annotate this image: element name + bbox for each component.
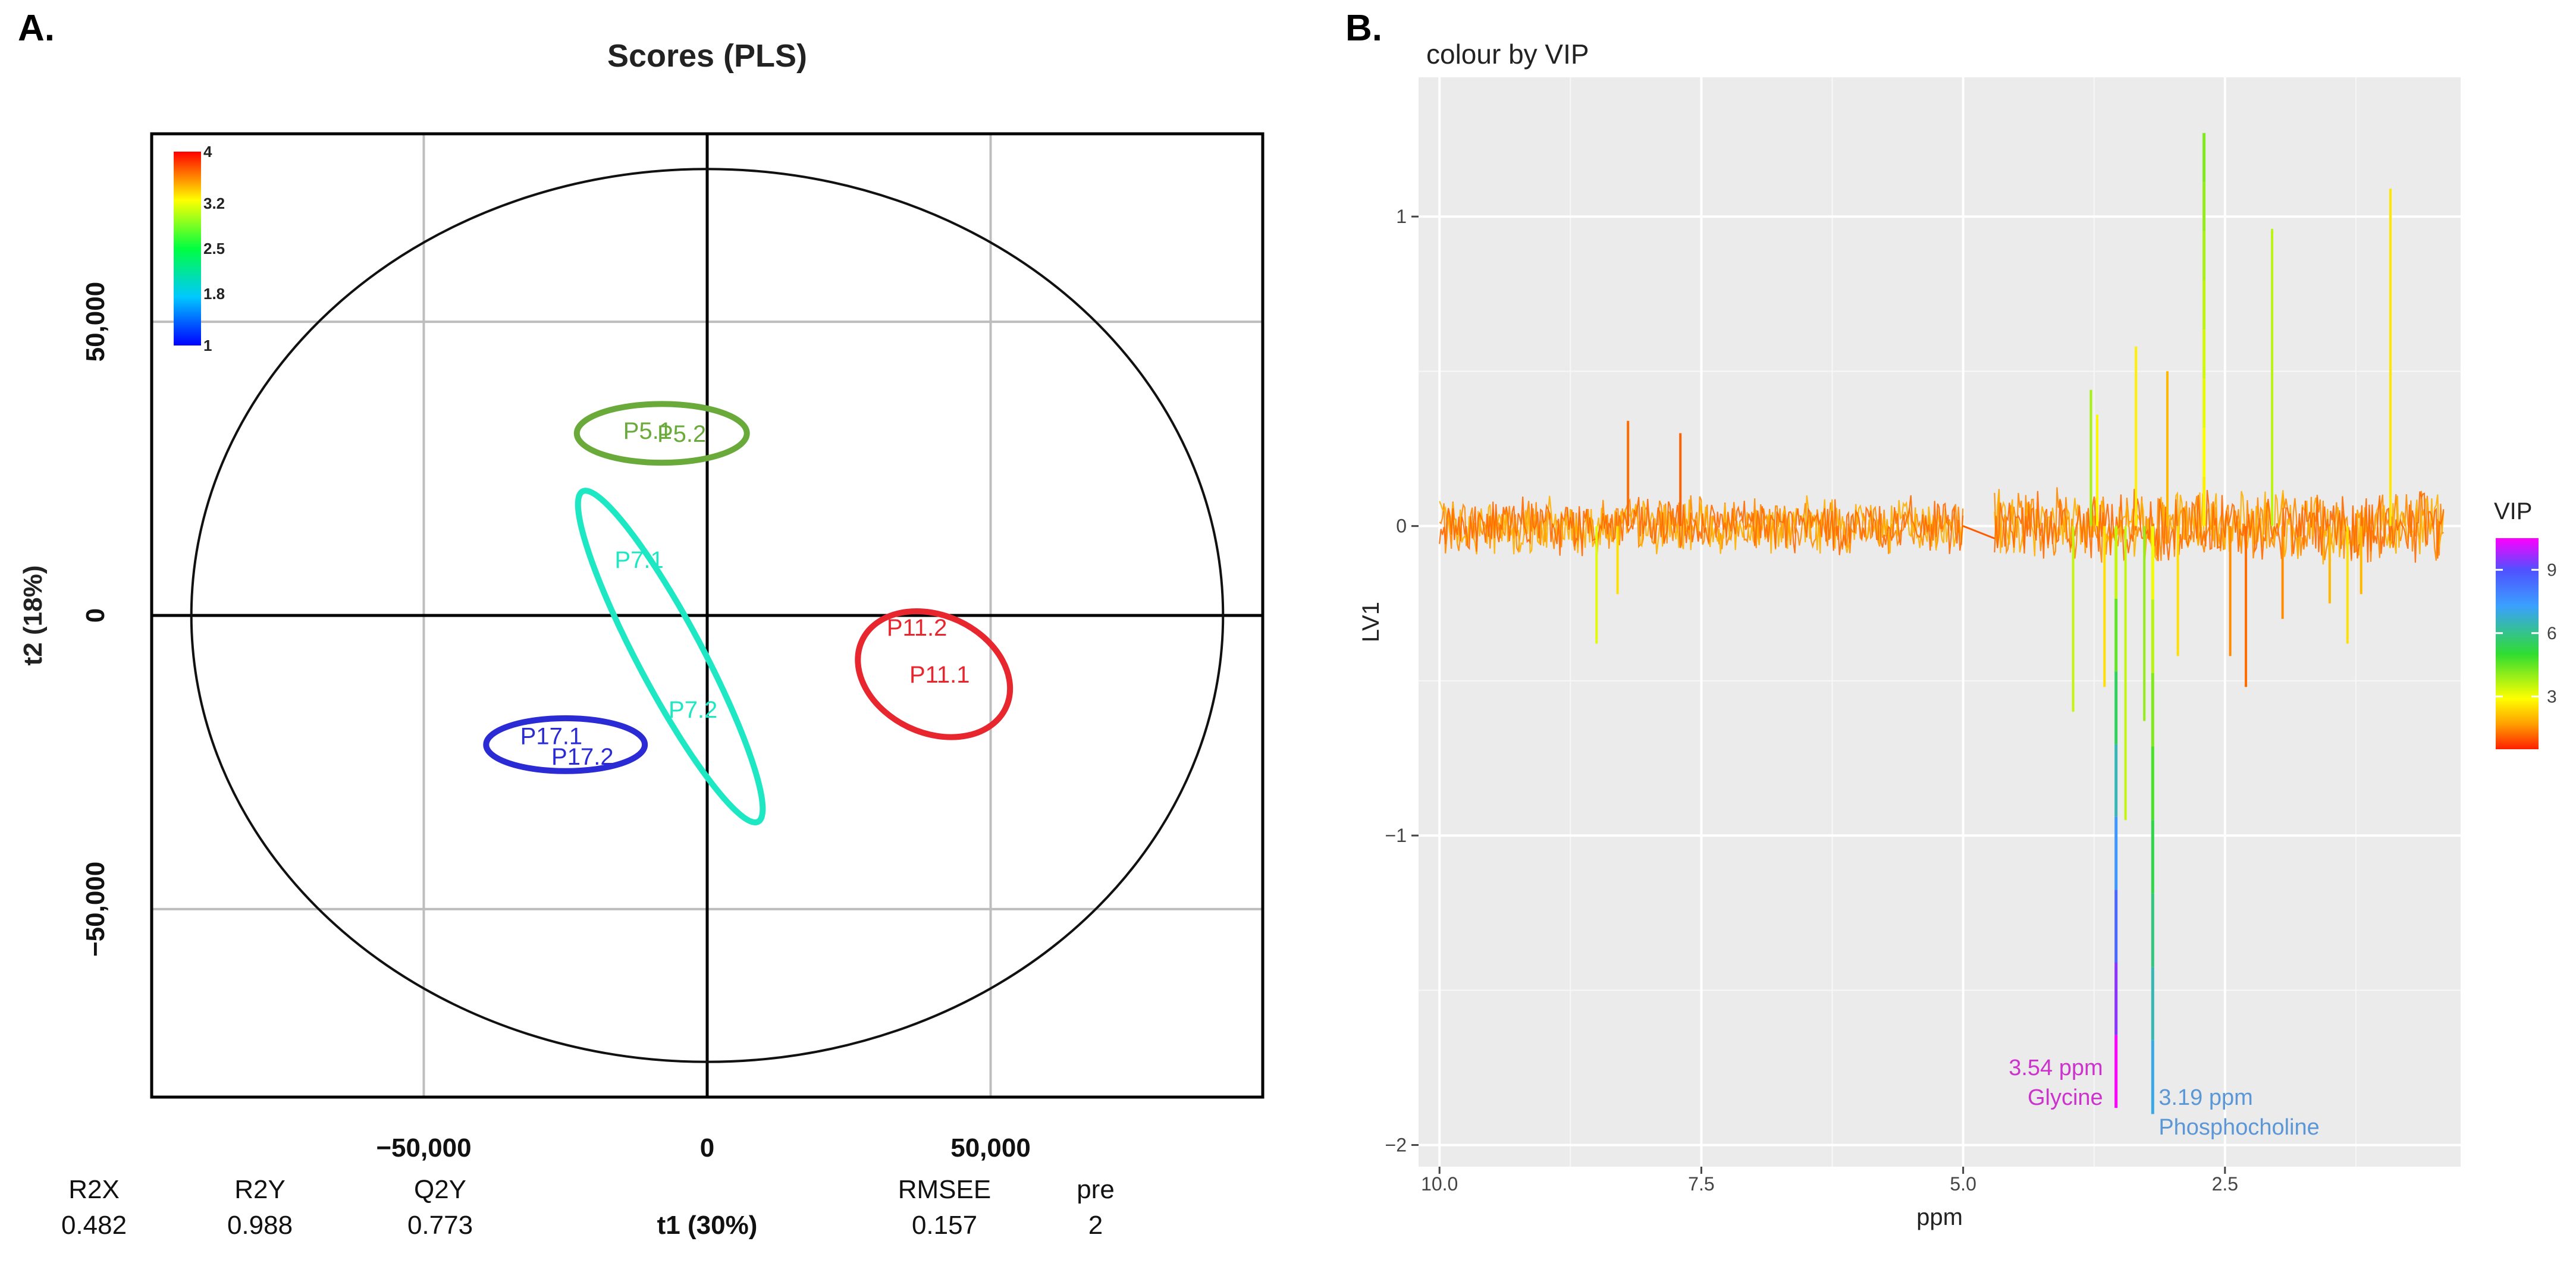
stats-header: RMSEE xyxy=(898,1175,991,1204)
group-ellipse-p5 xyxy=(573,401,750,466)
stats-header: R2X xyxy=(68,1175,120,1204)
spectrum-trace-segment-0 xyxy=(1439,495,1964,557)
x-tick-label: 7.5 xyxy=(1688,1173,1714,1195)
y-tick-label: 0 xyxy=(1396,516,1407,537)
peak-annotation-ppm: 3.54 ppm xyxy=(2009,1055,2103,1080)
x-axis-label: t1 (30%) xyxy=(657,1211,758,1240)
y-axis-label: LV1 xyxy=(1358,602,1384,642)
colorbar-tick-label: 1 xyxy=(203,337,212,354)
peak-annotation-compound: Phosphocholine xyxy=(2158,1115,2319,1140)
score-point-label: P17.2 xyxy=(551,744,614,770)
stats-table: R2X 0.482 R2Y 0.988 Q2Y 0.773 RMSEE 0.157 pre 2 xyxy=(61,1175,1115,1240)
colorbar-gradient xyxy=(174,152,201,345)
vip-legend: VIP 9 6 3 xyxy=(2494,498,2557,749)
y-axis-label: t2 (18%) xyxy=(18,565,48,666)
y-tick-label: 0 xyxy=(81,608,110,623)
y-tick-label: −50,000 xyxy=(81,862,110,957)
legend-gradient xyxy=(2496,538,2539,749)
panel-a: A. Scores (PLS) P5.1P5.2 P7.1 P7.2 P11.2 P11… xyxy=(18,8,1265,1240)
x-axis-label: ppm xyxy=(1916,1204,1963,1230)
score-point-label: P5.2 xyxy=(657,421,706,447)
spectrum-trace-segment-1 xyxy=(1994,489,2445,563)
y-tick-label: −1 xyxy=(1385,825,1407,846)
score-point-label: P11.2 xyxy=(887,615,947,641)
stats-value: 0.157 xyxy=(912,1211,977,1240)
stats-value: 0.988 xyxy=(227,1211,293,1240)
peak-annotation-ppm: 3.19 ppm xyxy=(2158,1085,2252,1110)
x-tick-label: 10.0 xyxy=(1421,1173,1458,1195)
plot-title: Scores (PLS) xyxy=(607,38,807,74)
colorbar-tick-label: 3.2 xyxy=(203,194,225,212)
panel-b: B. colour by VIP 3.54 ppm Glycine 3.19 ppm… xyxy=(1345,8,2557,1230)
score-point-label: P17.1 xyxy=(520,724,583,750)
spectrum-gap-connector xyxy=(1963,525,1995,539)
peak-annotations: 3.54 ppm Glycine 3.19 ppm Phosphocholine xyxy=(2009,1055,2320,1140)
stats-value: 0.773 xyxy=(407,1211,473,1240)
colorbar-tick-label: 1.8 xyxy=(203,285,225,303)
stats-header: pre xyxy=(1077,1175,1115,1204)
x-tick-label: 2.5 xyxy=(2212,1173,2238,1195)
peak-annotation-compound: Glycine xyxy=(2028,1085,2103,1110)
y-tick-label: −2 xyxy=(1385,1135,1407,1156)
score-point-label: P11.1 xyxy=(909,662,970,688)
group-ellipse-p17 xyxy=(483,715,648,774)
colorbar: 4 3.2 2.5 1.8 1 xyxy=(174,143,225,354)
spectrum xyxy=(1439,133,2445,1114)
plot-background xyxy=(1419,77,2461,1167)
x-tick-label: 5.0 xyxy=(1950,1173,1976,1195)
stats-header: Q2Y xyxy=(414,1175,466,1204)
legend-tick-label: 3 xyxy=(2547,687,2557,706)
plot-border xyxy=(150,132,1265,1099)
colorbar-tick-label: 4 xyxy=(203,143,212,161)
colorbar-tick-label: 2.5 xyxy=(203,240,225,257)
panel-b-label: B. xyxy=(1345,8,1382,49)
panel-a-label: A. xyxy=(18,8,55,49)
plot-title: colour by VIP xyxy=(1426,39,1589,70)
stats-header: R2Y xyxy=(234,1175,285,1204)
legend-tick-label: 9 xyxy=(2547,560,2557,580)
score-point-label: P7.1 xyxy=(614,547,663,573)
axis-ticks: 10.0 7.5 5.0 2.5 1 0 −1 −2 xyxy=(1385,206,2239,1195)
axis-ticks: −50,000 0 50,000 −50,000 0 50,000 xyxy=(81,282,1031,1163)
score-point-label: P7.2 xyxy=(669,697,717,723)
y-tick-label: 1 xyxy=(1396,206,1407,227)
stats-value: 0.482 xyxy=(61,1211,127,1240)
x-tick-label: 0 xyxy=(700,1133,714,1163)
y-tick-label: 50,000 xyxy=(81,282,110,362)
score-point-label: P5.1 xyxy=(623,418,672,444)
group-ellipse-p11 xyxy=(855,608,1014,740)
stats-value: 2 xyxy=(1088,1211,1103,1240)
x-tick-label: 50,000 xyxy=(950,1133,1031,1163)
group-ellipse-p7 xyxy=(575,488,766,826)
legend-tick-label: 6 xyxy=(2547,624,2557,643)
x-tick-label: −50,000 xyxy=(376,1133,471,1163)
legend-title: VIP xyxy=(2494,498,2532,524)
hotelling-t2-ellipse xyxy=(190,168,1225,1063)
